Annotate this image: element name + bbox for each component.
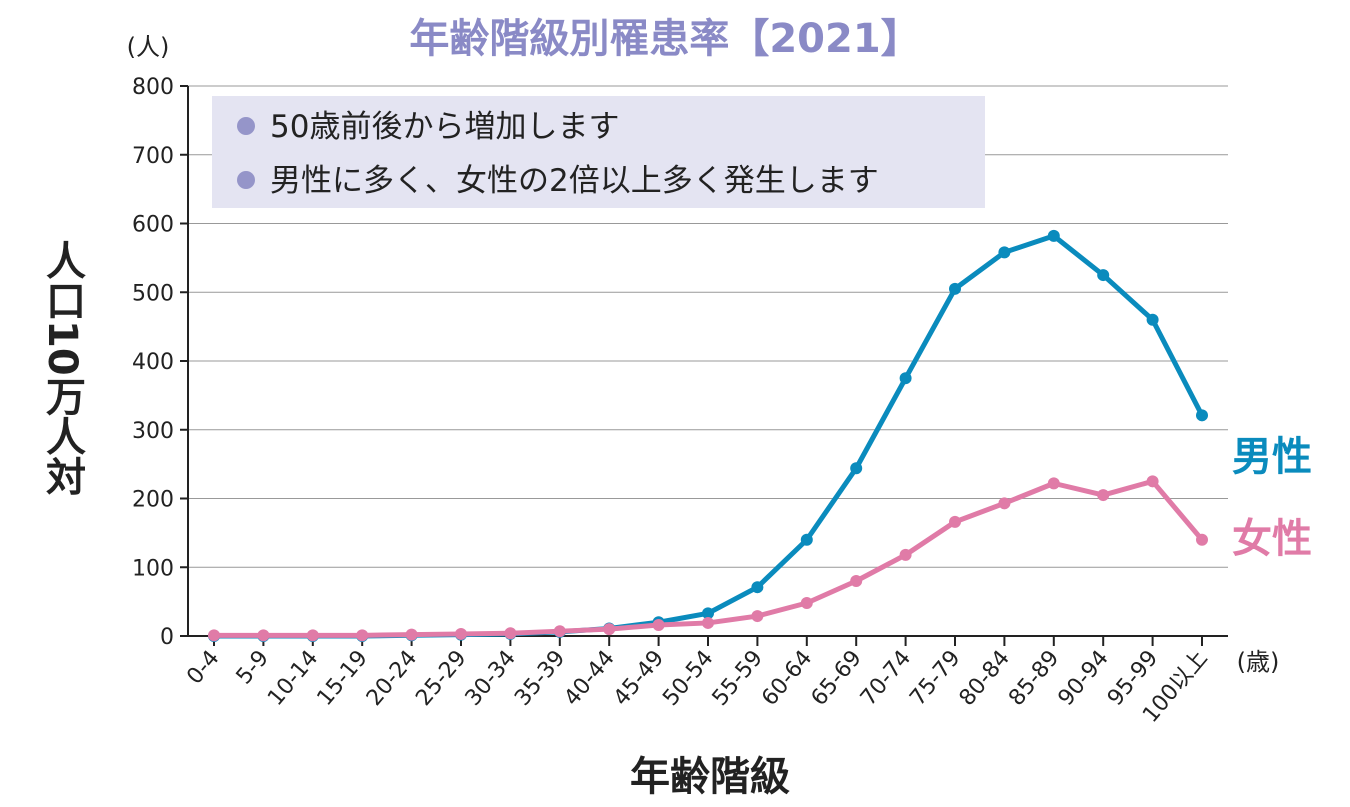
data-point-male	[899, 372, 912, 385]
data-point-female	[257, 629, 270, 642]
x-unit: (歳)	[1237, 648, 1280, 676]
x-tick-label: 75-79	[905, 646, 965, 711]
data-point-female	[702, 616, 714, 629]
y-axis-label: 人口10万人対	[39, 240, 86, 496]
data-point-female	[800, 597, 813, 609]
x-tick-label: 60-64	[757, 646, 817, 711]
y-tick-label: 200	[132, 488, 174, 513]
data-point-female	[652, 619, 665, 631]
data-point-female	[751, 610, 764, 623]
data-point-female	[998, 497, 1011, 510]
x-tick-label: 55-59	[708, 646, 768, 711]
data-point-male	[850, 462, 863, 475]
y-tick-label: 800	[132, 75, 174, 100]
data-point-female	[356, 629, 369, 642]
x-tick-label: 15-19	[313, 646, 373, 711]
legend-male: 男性	[1232, 434, 1312, 480]
y-tick-label: 100	[132, 556, 174, 581]
x-axis-label: 年齢階級	[630, 754, 790, 800]
data-point-female	[208, 629, 220, 642]
data-point-male	[800, 533, 813, 546]
x-tick-label: 5-9	[232, 646, 274, 690]
x-tick-label: 50-54	[658, 646, 718, 711]
x-tick-label: 65-69	[807, 646, 867, 711]
data-point-male	[1097, 269, 1110, 282]
y-tick-label: 700	[132, 144, 174, 169]
note-box	[212, 96, 985, 208]
data-point-female	[553, 625, 566, 638]
data-point-female	[1047, 477, 1060, 490]
x-tick-label: 85-89	[1004, 646, 1064, 711]
x-tick-label: 80-84	[955, 646, 1015, 711]
x-tick-label: 90-94	[1054, 646, 1114, 711]
note-1: 50歳前後から増加します	[270, 109, 619, 145]
y-tick-label: 0	[160, 625, 174, 650]
y-unit: (人)	[127, 33, 170, 61]
data-point-female	[1146, 475, 1159, 488]
series-line-male	[214, 233, 1205, 639]
chart-title: 年齢階級別罹患率【2021】	[409, 16, 920, 62]
data-point-female	[603, 623, 616, 636]
data-point-female	[850, 575, 863, 587]
x-tick-label: 30-34	[461, 646, 521, 711]
x-tick-label: 40-44	[560, 646, 620, 711]
data-point-male	[702, 607, 714, 620]
x-tick-label: 35-39	[510, 646, 570, 711]
x-tick-label: 70-74	[856, 646, 916, 711]
y-tick-label: 600	[132, 213, 174, 238]
x-tick-label: 45-49	[609, 646, 669, 711]
data-point-female	[949, 515, 961, 528]
y-tick-label: 300	[132, 419, 174, 444]
data-point-female	[1097, 489, 1110, 502]
y-tick-label: 500	[132, 281, 174, 306]
x-tick-label: 25-29	[411, 646, 471, 711]
y-tick-label: 400	[132, 350, 174, 375]
bullet-icon	[237, 171, 255, 189]
x-tick-label: 10-14	[263, 646, 323, 711]
note-2: 男性に多く、女性の2倍以上多く発生します	[270, 163, 879, 199]
data-point-female	[899, 548, 912, 561]
data-point-male	[751, 581, 764, 594]
data-point-female	[455, 627, 467, 640]
data-point-female	[405, 628, 418, 641]
legend-female: 女性	[1232, 516, 1312, 562]
x-tick-label: 0-4	[182, 646, 224, 690]
data-point-male	[998, 246, 1011, 259]
data-point-female	[306, 629, 319, 642]
data-point-male	[1146, 313, 1159, 326]
bullet-icon	[237, 117, 255, 135]
data-point-female	[504, 627, 517, 640]
x-tick-label: 20-24	[362, 646, 422, 711]
data-point-male	[1047, 229, 1060, 242]
data-point-male	[949, 282, 961, 295]
data-point-male	[1196, 409, 1208, 422]
data-point-female	[1196, 533, 1208, 546]
